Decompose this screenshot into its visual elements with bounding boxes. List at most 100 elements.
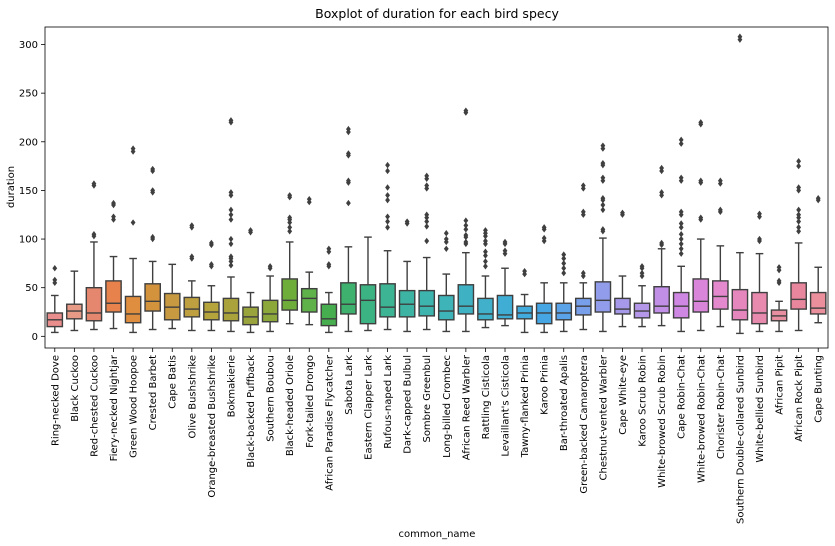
box: [242, 306, 259, 326]
box-group: [379, 161, 396, 331]
y-tick-label: 300: [19, 40, 38, 51]
outlier-point: [678, 136, 684, 144]
y-tick-label: 250: [19, 89, 38, 100]
x-tick-label: Southern Boubou: [266, 355, 277, 442]
outlier-point: [678, 220, 684, 227]
box-group: [163, 263, 181, 330]
box-group: [281, 192, 299, 325]
box-group: [124, 145, 142, 334]
outlier-point: [796, 228, 802, 235]
x-tick-label: Fork-tailed Drongo: [305, 355, 316, 448]
outlier-point: [639, 269, 645, 277]
outlier-point: [561, 265, 567, 272]
outlier-point: [600, 195, 606, 202]
outlier-point: [463, 231, 469, 239]
outlier-point: [150, 165, 156, 173]
outlier-point: [796, 224, 802, 231]
outlier-point: [346, 125, 351, 133]
outlier-point: [561, 255, 567, 262]
x-tick-label: Eastern Clapper Lark: [363, 355, 374, 460]
y-tick-label: 0: [32, 332, 38, 343]
chart-title: Boxplot of duration for each bird specy: [315, 6, 559, 21]
x-tick-label: Levaillant's Cisticola: [501, 355, 512, 457]
box: [731, 288, 749, 321]
box: [692, 278, 710, 313]
outlier-point: [248, 227, 253, 234]
box: [203, 301, 220, 321]
box: [555, 302, 573, 321]
outlier-point: [600, 226, 606, 233]
outlier-point: [424, 218, 430, 225]
outlier-point: [796, 218, 802, 225]
x-tick-label: Rufous-naped Lark: [383, 355, 394, 449]
x-tick-label: African Paradise Flycatcher: [324, 354, 335, 491]
box-group: [359, 236, 377, 332]
box: [85, 286, 103, 322]
box: [320, 303, 338, 327]
outlier-point: [580, 182, 586, 189]
x-tick-label: Ring-necked Dove: [50, 355, 61, 446]
outlier-point: [150, 187, 156, 194]
outlier-point: [287, 214, 293, 221]
box-group: [692, 119, 710, 332]
box-group: [222, 117, 240, 333]
outlier-point: [678, 240, 684, 248]
x-tick-label: African Pipit: [775, 355, 786, 415]
outlier-point: [600, 142, 606, 149]
outlier-point: [326, 261, 332, 268]
outlier-point: [620, 209, 625, 216]
box: [340, 282, 357, 315]
outlier-point: [678, 250, 684, 257]
x-tick-label: Cape Bunting: [814, 355, 825, 423]
x-tick-label: Dark-capped Bulbul: [403, 355, 414, 454]
outlier-point: [561, 260, 567, 267]
x-tick-label: Black Cuckoo: [70, 355, 81, 422]
box: [281, 278, 299, 311]
x-tick-label: Sabota Lark: [344, 355, 355, 415]
outlier-point: [385, 161, 390, 169]
x-tick-label: Karoo Scrub Robin: [638, 355, 649, 447]
y-tick-label: 150: [19, 186, 38, 197]
box: [457, 284, 475, 315]
outlier-point: [522, 267, 527, 275]
box-group: [809, 195, 827, 324]
x-tick-label: Black-backed Puffback: [246, 355, 257, 468]
outlier-point: [580, 208, 586, 216]
outlier-point: [757, 210, 762, 217]
box: [594, 281, 612, 313]
outlier-point: [228, 206, 234, 214]
outlier-point: [678, 140, 684, 147]
outlier-point: [678, 208, 684, 216]
outlier-point: [678, 235, 684, 243]
outlier-point: [600, 174, 606, 181]
box: [222, 297, 240, 322]
x-tick-label: Red-chested Cuckoo: [89, 355, 100, 457]
x-tick-label: White-browed Robin-Chat: [696, 355, 707, 483]
outlier-point: [287, 228, 293, 235]
outlier-point: [502, 238, 508, 246]
x-tick-label: Bar-throated Apalis: [559, 355, 570, 451]
x-tick-label: Southern Double-collared Sunbird: [735, 355, 746, 524]
outlier-point: [600, 206, 606, 214]
outlier-point: [561, 251, 567, 258]
outlier-point: [385, 224, 390, 231]
outlier-point: [346, 150, 351, 157]
outlier-point: [287, 224, 293, 231]
outlier-point: [385, 167, 390, 175]
box-group: [712, 177, 729, 328]
box-group: [105, 199, 122, 330]
x-tick-label: Crested Barbet: [148, 355, 159, 430]
y-axis-label: duration: [6, 166, 17, 208]
x-tick-label: Cape Robin-Chat: [677, 355, 688, 439]
outlier-point: [483, 252, 488, 259]
outlier-point: [600, 201, 606, 209]
box-group: [66, 270, 83, 332]
outlier-point: [483, 227, 488, 234]
outlier-point: [228, 240, 234, 248]
outlier-point: [52, 276, 58, 284]
box-group: [633, 263, 651, 328]
outlier-point: [463, 107, 469, 114]
box: [496, 294, 514, 320]
box: [751, 291, 768, 325]
